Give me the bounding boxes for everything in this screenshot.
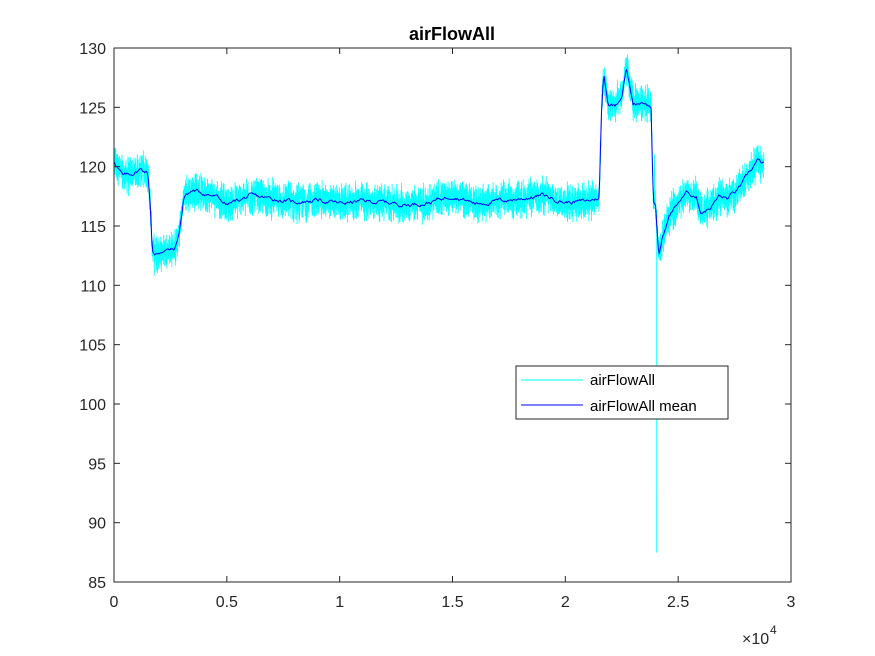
x-tick-label: 2.5 bbox=[667, 594, 689, 611]
y-tick-label: 125 bbox=[79, 100, 106, 117]
y-axis: 85 90 95 100 105 110 115 120 125 130 bbox=[79, 41, 791, 592]
legend-box bbox=[515, 365, 729, 420]
series-layer bbox=[114, 54, 765, 553]
x-exponent-base: ×10 bbox=[742, 631, 769, 648]
x-tick-label: 0 bbox=[110, 594, 119, 611]
legend-label-airflowall: airFlowAll bbox=[590, 372, 655, 389]
plot-area: 0 0.5 1 1.5 2 2.5 3 85 90 95 100 105 110 115 120 125 13… bbox=[79, 41, 795, 611]
x-tick-label: 3 bbox=[787, 594, 796, 611]
legend-label-airflowall-mean: airFlowAll mean bbox=[590, 398, 697, 415]
y-tick-label: 85 bbox=[88, 575, 106, 592]
y-tick-label: 105 bbox=[79, 338, 106, 355]
y-tick-label: 120 bbox=[79, 160, 106, 177]
y-tick-label: 115 bbox=[80, 219, 106, 236]
y-tick-label: 110 bbox=[80, 278, 106, 295]
y-tick-label: 130 bbox=[79, 41, 106, 58]
y-tick-label: 100 bbox=[79, 397, 106, 414]
x-tick-label: 0.5 bbox=[216, 594, 238, 611]
x-exponent-label: ×10 4 bbox=[742, 623, 777, 648]
chart-title: airFlowAll bbox=[409, 24, 495, 44]
y-tick-label: 90 bbox=[88, 516, 106, 533]
series-line-airflowall-mean bbox=[114, 69, 765, 256]
x-exponent-power: 4 bbox=[770, 623, 777, 637]
x-tick-label: 1 bbox=[335, 594, 344, 611]
x-tick-label: 2 bbox=[561, 594, 570, 611]
x-tick-label: 1.5 bbox=[441, 594, 463, 611]
x-axis: 0 0.5 1 1.5 2 2.5 3 bbox=[110, 48, 796, 611]
y-tick-label: 95 bbox=[88, 456, 106, 473]
legend: airFlowAll airFlowAll mean bbox=[515, 365, 729, 420]
axes-background bbox=[114, 48, 791, 582]
